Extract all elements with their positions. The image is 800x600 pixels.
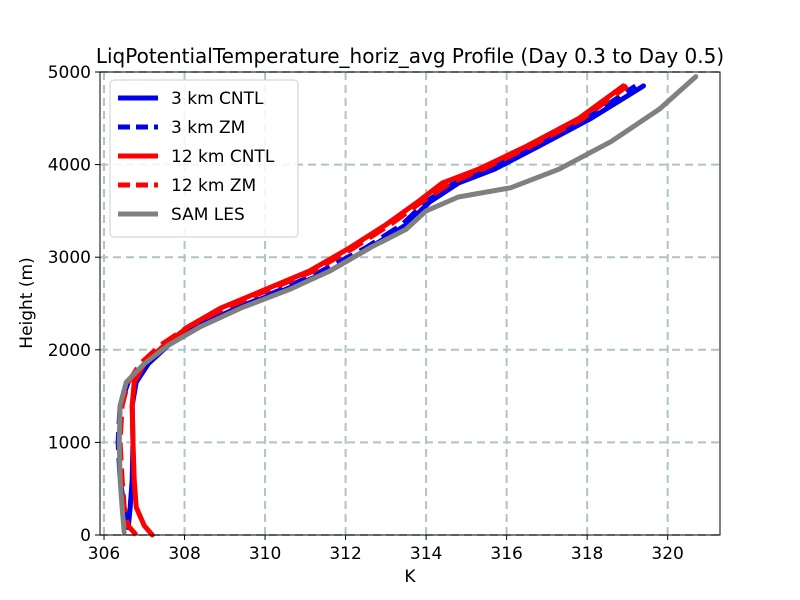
y-tick-label: 2000 bbox=[48, 341, 91, 361]
x-tick-label: 306 bbox=[88, 544, 120, 564]
chart-title: LiqPotentialTemperature_horiz_avg Profil… bbox=[96, 44, 724, 68]
x-tick-label: 314 bbox=[410, 544, 442, 564]
y-tick-label: 0 bbox=[80, 526, 91, 546]
y-tick-label: 5000 bbox=[48, 63, 91, 83]
y-tick-label: 4000 bbox=[48, 156, 91, 176]
legend-box bbox=[109, 79, 299, 238]
legend-label: 3 km ZM bbox=[171, 118, 245, 138]
series-lines bbox=[115, 74, 699, 538]
y-axis-label: Height (m) bbox=[17, 257, 37, 348]
legend-label: 12 km CNTL bbox=[171, 147, 275, 167]
x-tick-label: 310 bbox=[249, 544, 281, 564]
x-tick-label: 312 bbox=[329, 544, 361, 564]
axis-ticks: 306 308 310 312 314 316 318 320 0 1000 2000 3000 400… bbox=[48, 63, 684, 564]
x-tick-label: 320 bbox=[651, 544, 683, 564]
legend-label: 12 km ZM bbox=[171, 176, 256, 196]
series-line-sam-les bbox=[116, 74, 699, 535]
legend: 3 km CNTL 3 km ZM 12 km CNTL 12 km ZM SAM LE… bbox=[109, 79, 299, 238]
legend-label: SAM LES bbox=[171, 205, 245, 225]
x-tick-label: 316 bbox=[490, 544, 522, 564]
series-line-12-km-zm bbox=[117, 83, 629, 537]
legend-label: 3 km CNTL bbox=[171, 89, 264, 109]
plot-frame bbox=[99, 71, 721, 536]
x-axis-label: K bbox=[404, 567, 416, 587]
x-tick-label: 308 bbox=[168, 544, 200, 564]
y-tick-label: 1000 bbox=[48, 433, 91, 453]
y-tick-label: 3000 bbox=[48, 248, 91, 268]
x-tick-label: 318 bbox=[571, 544, 603, 564]
